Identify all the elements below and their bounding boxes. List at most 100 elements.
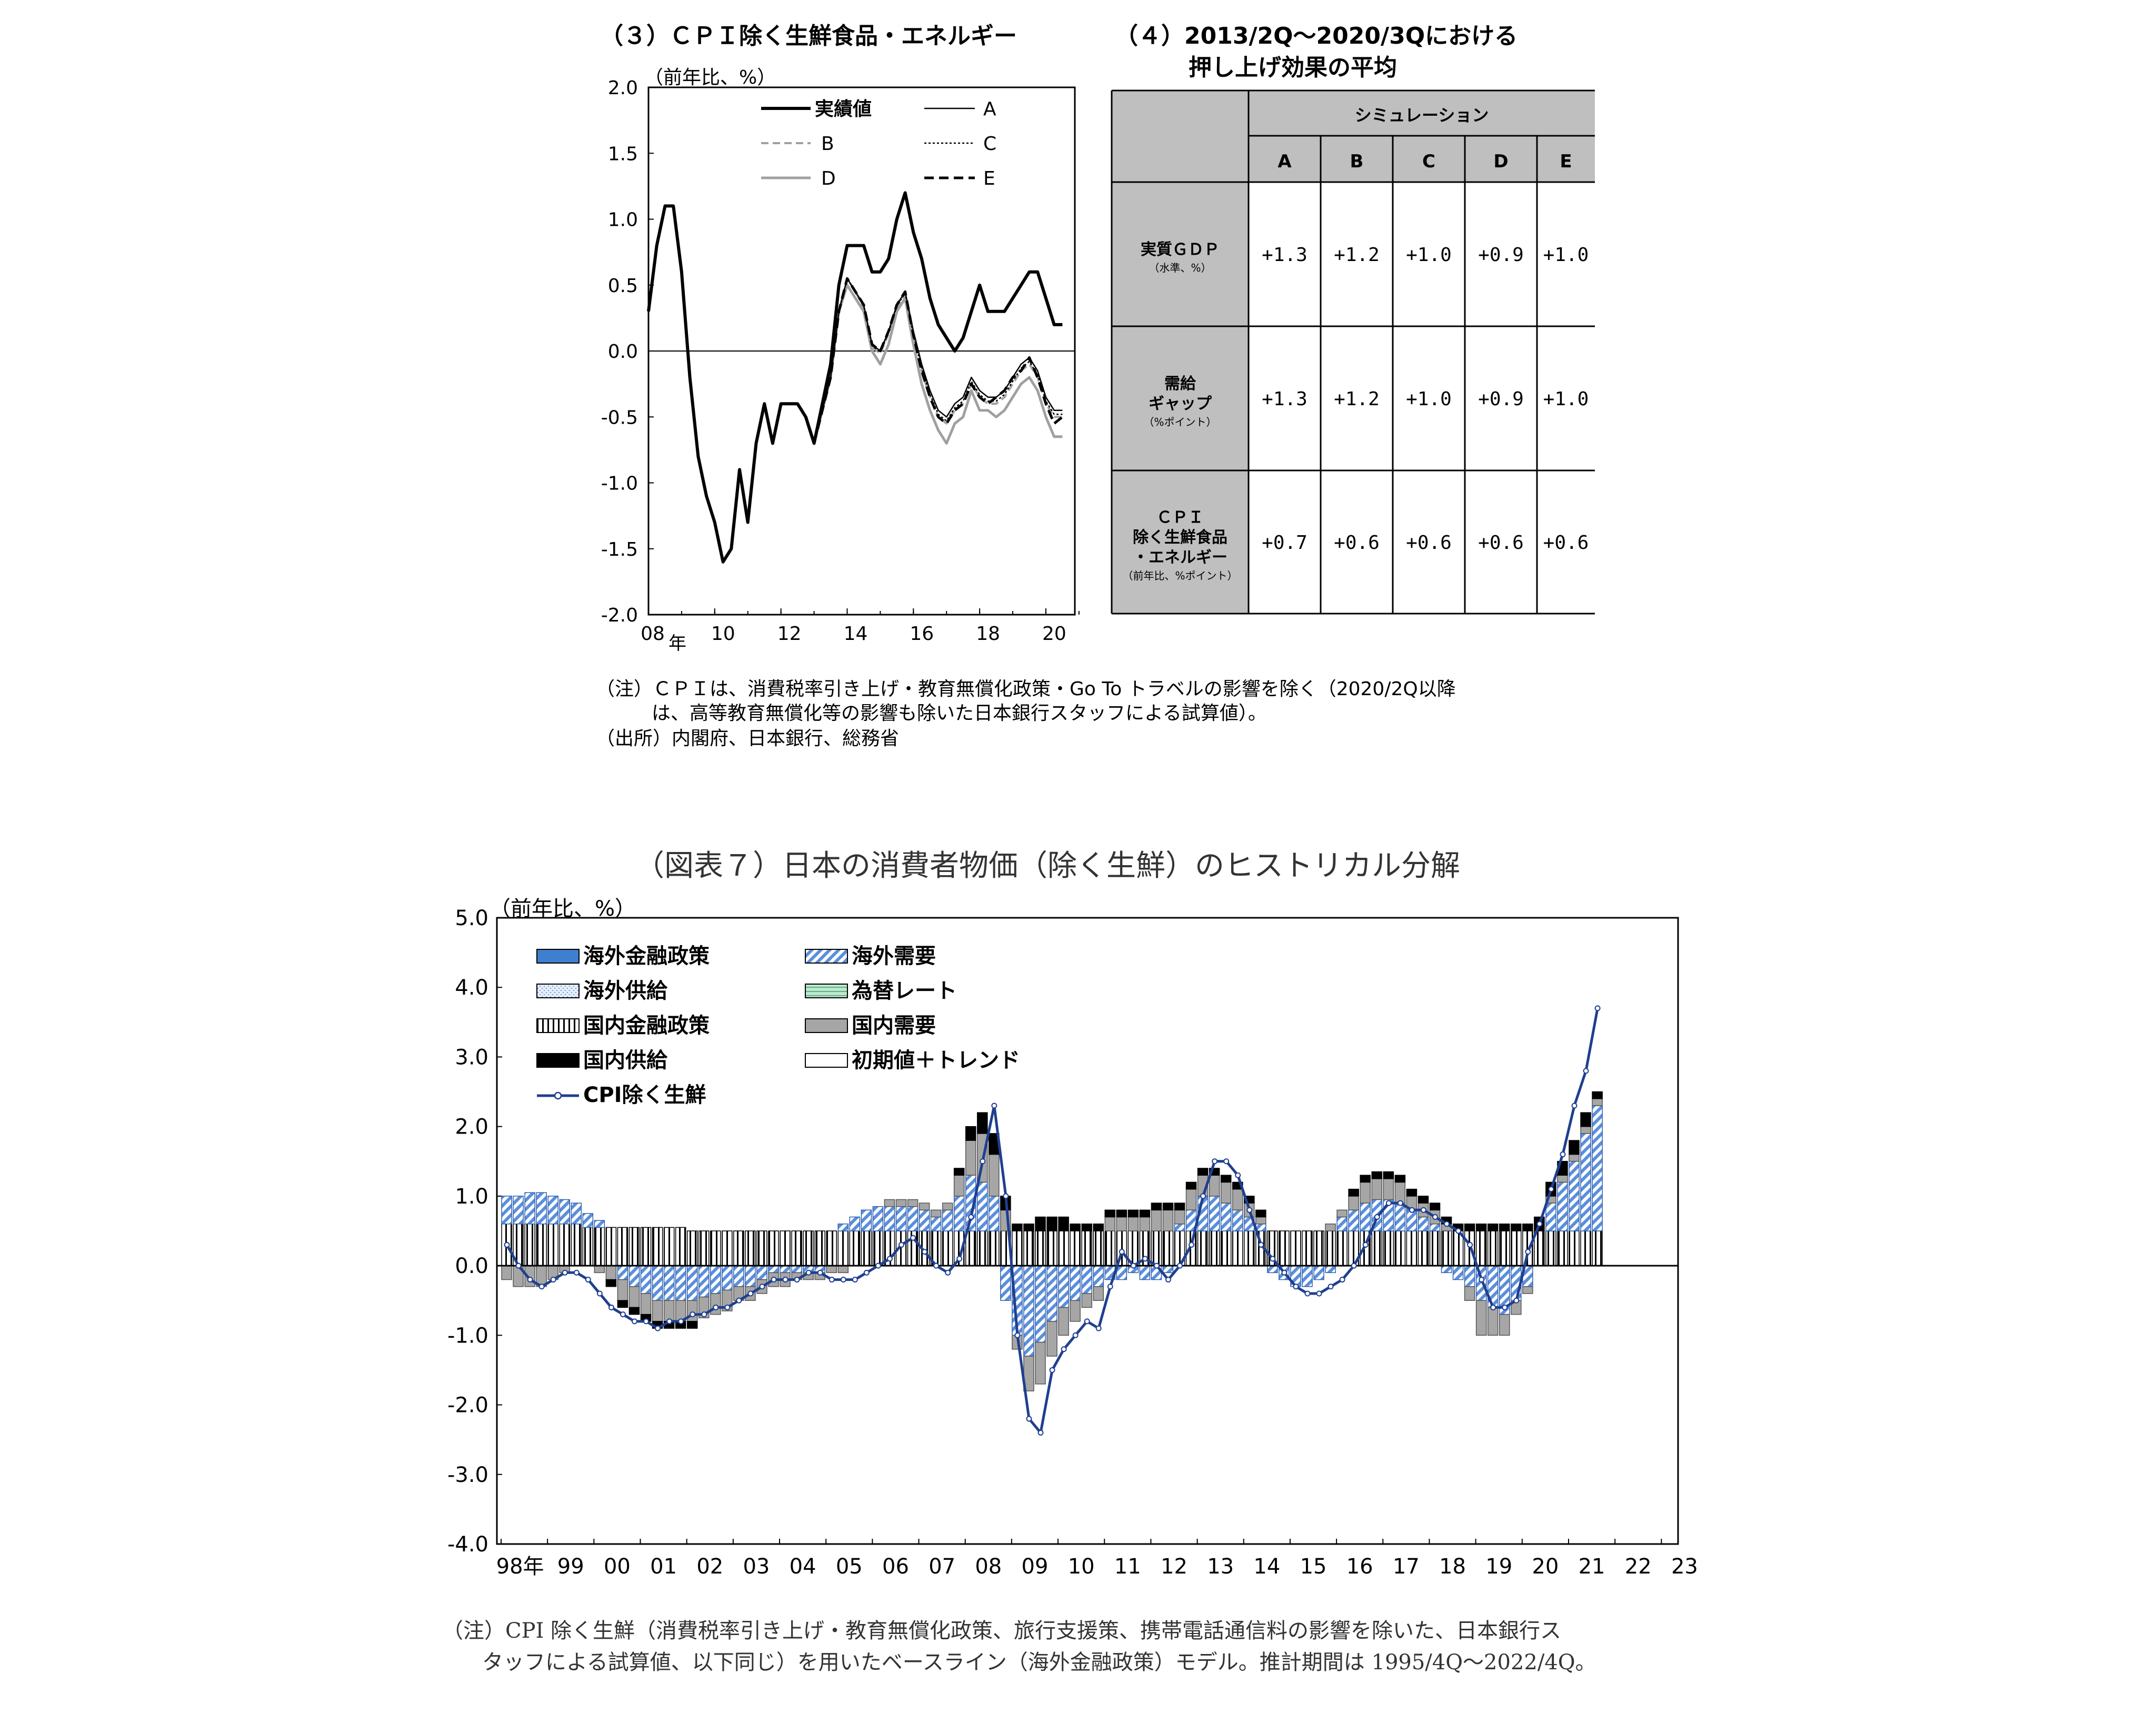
table-value-cell: +0.9: [1478, 388, 1524, 410]
bottom-bar-segment: [547, 1196, 558, 1225]
bottom-bar-segment: [780, 1265, 791, 1274]
top-legend-label: 実績値: [815, 98, 872, 120]
bottom-legend-label: CPI除く生鮮: [583, 1083, 706, 1107]
bottom-cpi-point: [1362, 1241, 1369, 1248]
bottom-bar-segment: [628, 1286, 640, 1308]
bottom-cpi-point: [515, 1262, 522, 1269]
bottom-cpi-point: [1583, 1068, 1589, 1074]
bottom-y-tick-label: 0.0: [455, 1254, 488, 1278]
bottom-bar-segment: [1406, 1209, 1418, 1231]
bottom-cpi-point: [527, 1277, 533, 1283]
bottom-bar-segment: [1360, 1202, 1371, 1231]
bottom-bar-segment: [895, 1199, 907, 1207]
bottom-bar-segment: [1244, 1230, 1255, 1266]
bottom-cpi-point: [1502, 1304, 1508, 1310]
bottom-bar-segment: [1035, 1341, 1046, 1385]
bottom-bar-segment: [1394, 1175, 1406, 1183]
bottom-legend-swatch: [805, 1053, 848, 1068]
bottom-bar-segment: [1185, 1188, 1197, 1211]
bottom-bar-segment: [919, 1209, 930, 1231]
table-value-cell: +1.2: [1334, 388, 1380, 410]
bottom-bar-segment: [1174, 1209, 1185, 1225]
table-row-label: ・エネルギー: [1133, 548, 1227, 567]
bottom-bar-segment: [1429, 1224, 1441, 1231]
bottom-cpi-point: [666, 1318, 673, 1325]
bottom-bar-segment: [1000, 1265, 1011, 1301]
bottom-bar-segment: [640, 1293, 652, 1315]
bottom-cpi-point: [1177, 1262, 1183, 1269]
bottom-legend-label: 海外供給: [583, 979, 668, 1003]
bottom-bar-segment: [1557, 1230, 1568, 1266]
bottom-bar-segment: [1012, 1230, 1023, 1266]
bottom-note-2: タッフによる試算値、以下同じ）を用いたベースライン（海外金融政策）モデル。推計期…: [482, 1650, 1596, 1675]
top-right-title-line1: （４）2013/2Q～2020/3Qにおける: [1115, 23, 1518, 49]
table-value-cell: +1.0: [1406, 388, 1452, 410]
bottom-bar-segment: [605, 1227, 617, 1266]
top-x-tick-label: 12: [777, 623, 802, 645]
bottom-cpi-point: [1142, 1256, 1148, 1262]
bottom-bar-segment: [1209, 1196, 1220, 1231]
table-row-label: 除く生鮮食品: [1133, 528, 1227, 547]
bottom-bar-segment: [1348, 1196, 1359, 1211]
bottom-bar-segment: [1116, 1209, 1127, 1218]
bottom-cpi-point: [1107, 1284, 1113, 1290]
table-col-header-A: A: [1277, 151, 1292, 172]
bottom-bar-segment: [953, 1196, 965, 1231]
bottom-bar-segment: [849, 1216, 861, 1231]
bottom-bar-segment: [686, 1321, 698, 1329]
bottom-bar-segment: [1116, 1265, 1127, 1280]
bottom-bar-segment: [1383, 1178, 1394, 1200]
bottom-bar-segment: [1464, 1224, 1475, 1231]
bottom-bar-segment: [594, 1265, 605, 1274]
bottom-bar-segment: [663, 1265, 675, 1301]
bottom-bar-segment: [965, 1230, 976, 1266]
bottom-bar-segment: [745, 1265, 756, 1287]
table-col-header-C: C: [1422, 151, 1435, 172]
bottom-bar-segment: [617, 1265, 628, 1280]
bottom-title: （図表７）日本の消費者物価（除く生鮮）のヒストリカル分解: [635, 849, 1460, 883]
bottom-bar-segment: [1429, 1202, 1441, 1211]
bottom-bar-segment: [594, 1220, 605, 1228]
bottom-y-tick-label: 5.0: [455, 906, 488, 930]
table-col-header-B: B: [1350, 151, 1364, 172]
bottom-bar-segment: [1406, 1188, 1418, 1197]
bottom-cpi-point: [1246, 1207, 1253, 1213]
bottom-cpi-point: [817, 1269, 823, 1276]
bottom-bar-segment: [1360, 1181, 1371, 1204]
bottom-cpi-point: [1444, 1221, 1450, 1227]
top-x-tick-label: 18: [976, 623, 1000, 645]
bottom-cpi-point: [1351, 1262, 1357, 1269]
bottom-cpi-point: [852, 1277, 858, 1283]
bottom-bar-segment: [1197, 1168, 1209, 1176]
bottom-cpi-point: [1304, 1290, 1311, 1297]
bottom-cpi-point: [724, 1304, 731, 1310]
bottom-bar-segment: [1522, 1286, 1533, 1294]
bottom-cpi-point: [1409, 1207, 1415, 1213]
bottom-bar-segment: [1046, 1230, 1057, 1266]
bottom-bar-segment: [722, 1230, 733, 1266]
bottom-cpi-point: [608, 1304, 614, 1310]
bottom-x-tick-label: 98年: [496, 1555, 544, 1579]
top-y-tick-label: -2.0: [601, 605, 638, 626]
table-row-sublabel: （水準、%）: [1149, 262, 1211, 274]
bottom-bar-segment: [524, 1192, 535, 1225]
bottom-cpi-point: [1270, 1256, 1276, 1262]
bottom-bar-segment: [1035, 1216, 1046, 1231]
bottom-bar-segment: [1220, 1202, 1232, 1231]
bottom-bar-segment: [1046, 1265, 1057, 1322]
top-note-1: （注）ＣＰＩは、消費税率引き上げ・教育無償化政策・Go To トラベルの影響を除…: [596, 678, 1456, 700]
bottom-bar-segment: [791, 1230, 802, 1266]
bottom-bar-segment: [837, 1224, 849, 1231]
bottom-cpi-point: [980, 1158, 986, 1165]
bottom-bar-segment: [536, 1224, 547, 1266]
bottom-bar-segment: [1394, 1181, 1406, 1204]
bottom-bar-segment: [1487, 1224, 1499, 1231]
bottom-bar-segment: [1162, 1202, 1174, 1211]
bottom-bar-segment: [1058, 1216, 1069, 1231]
bottom-bar-segment: [1139, 1209, 1151, 1218]
bottom-x-tick-label: 99: [557, 1555, 584, 1579]
bottom-bar-segment: [1336, 1216, 1348, 1231]
bottom-cpi-point: [1594, 1005, 1601, 1011]
top-series-line-実績値: [647, 191, 1063, 564]
